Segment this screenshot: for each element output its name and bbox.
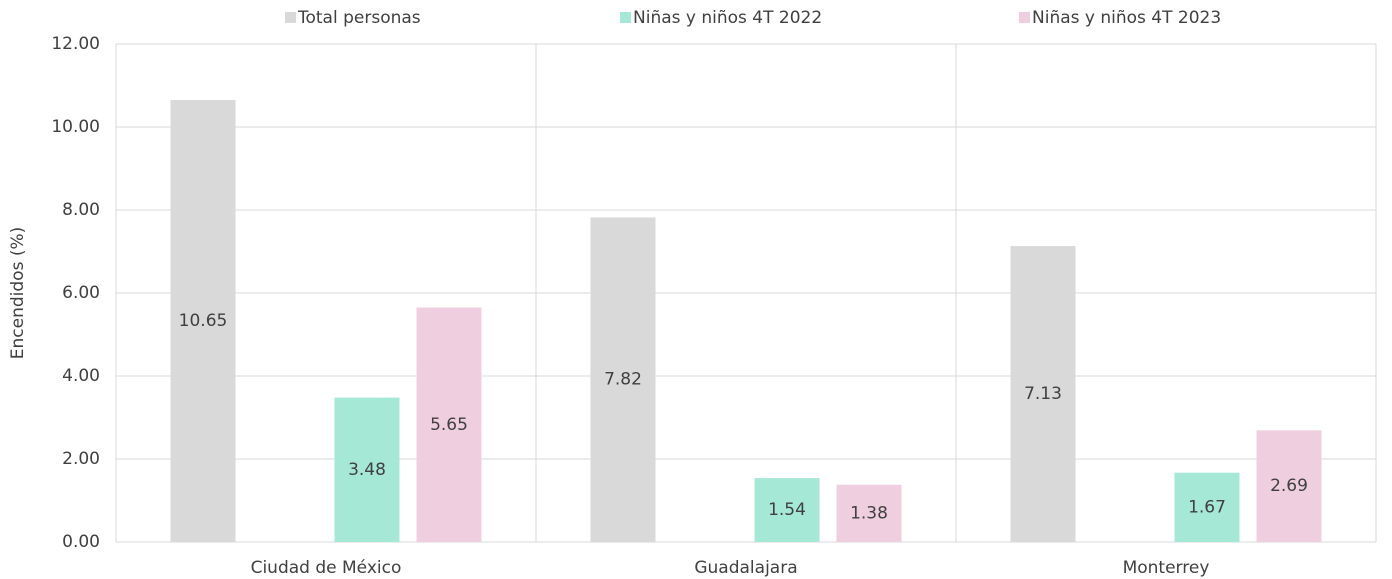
bar — [1256, 430, 1322, 542]
data-label: 7.13 — [1024, 384, 1062, 404]
y-tick-label: 2.00 — [62, 449, 100, 469]
bar — [754, 478, 820, 542]
data-label: 3.48 — [348, 460, 386, 480]
y-tick-label: 10.00 — [51, 117, 100, 137]
data-label: 1.38 — [850, 503, 888, 523]
data-label: 5.65 — [430, 415, 468, 435]
data-label: 1.54 — [768, 500, 806, 520]
legend-swatch — [1019, 12, 1030, 23]
bar — [1010, 246, 1076, 543]
legend-swatch — [620, 12, 631, 23]
y-tick-label: 0.00 — [62, 532, 100, 552]
bar — [416, 307, 482, 542]
data-label: 1.67 — [1188, 497, 1226, 517]
y-tick-label: 8.00 — [62, 200, 100, 220]
bar — [1174, 472, 1240, 542]
data-label: 10.65 — [179, 311, 228, 331]
x-tick-label: Ciudad de México — [251, 558, 402, 578]
y-tick-label: 6.00 — [62, 283, 100, 303]
legend-label: Total personas — [297, 8, 421, 28]
bar — [170, 100, 236, 543]
bar — [836, 484, 902, 542]
x-tick-label: Monterrey — [1123, 558, 1210, 578]
legend-label: Niñas y niños 4T 2022 — [633, 8, 822, 28]
y-tick-label: 4.00 — [62, 366, 100, 386]
y-axis-label: Encendidos (%) — [8, 227, 28, 359]
x-tick-label: Guadalajara — [694, 558, 797, 578]
data-label: 2.69 — [1270, 476, 1308, 496]
legend-label: Niñas y niños 4T 2023 — [1032, 8, 1221, 28]
legend-swatch — [285, 12, 296, 23]
bar — [334, 397, 400, 542]
bar — [590, 217, 656, 542]
y-tick-label: 12.00 — [51, 34, 100, 54]
data-label: 7.82 — [604, 370, 642, 390]
